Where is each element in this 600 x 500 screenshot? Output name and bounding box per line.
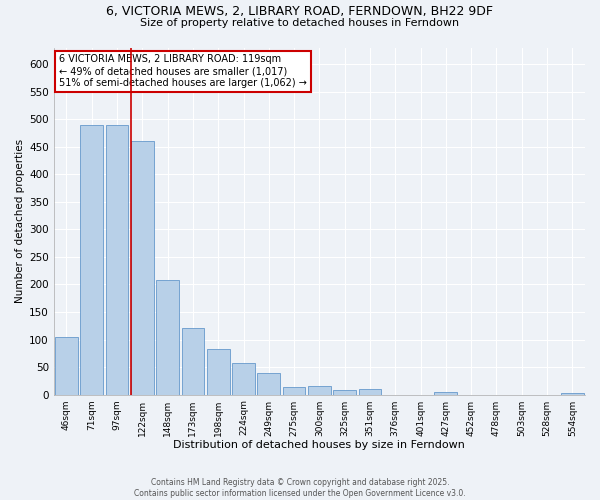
Bar [434,392,457,394]
Bar [334,390,356,394]
Bar [80,124,103,394]
Bar [182,328,204,394]
Text: 6, VICTORIA MEWS, 2, LIBRARY ROAD, FERNDOWN, BH22 9DF: 6, VICTORIA MEWS, 2, LIBRARY ROAD, FERND… [107,5,493,18]
Bar [207,350,230,395]
Text: Size of property relative to detached houses in Ferndown: Size of property relative to detached ho… [140,18,460,28]
Bar [106,124,128,394]
Bar [257,373,280,394]
Bar [561,393,584,394]
Y-axis label: Number of detached properties: Number of detached properties [15,139,25,303]
Bar [232,363,255,394]
Bar [55,336,78,394]
Bar [359,388,382,394]
Bar [131,141,154,395]
Bar [308,386,331,394]
Text: 6 VICTORIA MEWS, 2 LIBRARY ROAD: 119sqm
← 49% of detached houses are smaller (1,: 6 VICTORIA MEWS, 2 LIBRARY ROAD: 119sqm … [59,54,307,88]
X-axis label: Distribution of detached houses by size in Ferndown: Distribution of detached houses by size … [173,440,466,450]
Bar [283,387,305,394]
Bar [156,280,179,394]
Text: Contains HM Land Registry data © Crown copyright and database right 2025.
Contai: Contains HM Land Registry data © Crown c… [134,478,466,498]
